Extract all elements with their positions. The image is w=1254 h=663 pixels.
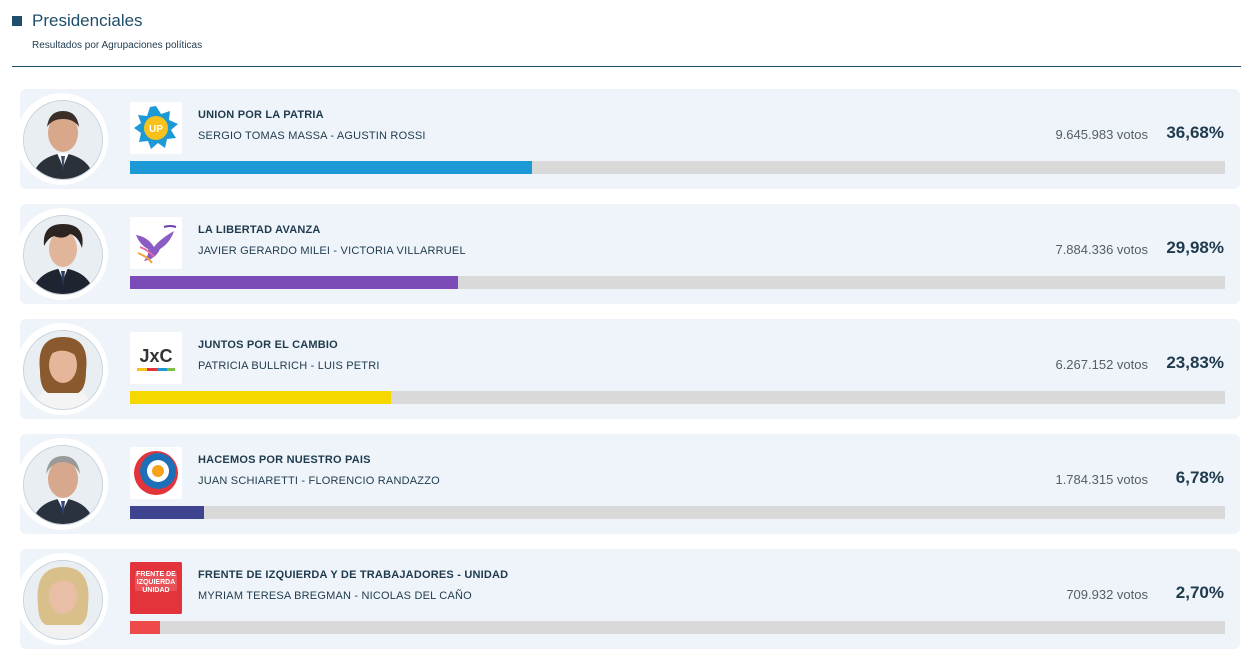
candidate-names: JAVIER GERARDO MILEI - VICTORIA VILLARRU…: [198, 245, 466, 257]
party-name: JUNTOS POR EL CAMBIO: [198, 339, 338, 351]
vote-count: 1.784.315 votos: [1055, 472, 1148, 487]
progress-bar-track: [130, 276, 1225, 289]
avatar-frame: [19, 441, 105, 527]
page-subtitle: Resultados por Agrupaciones políticas: [32, 40, 203, 51]
candidate-names: MYRIAM TERESA BREGMAN - NICOLAS DEL CAÑO: [198, 590, 472, 602]
candidate-names: PATRICIA BULLRICH - LUIS PETRI: [198, 360, 380, 372]
vote-percentage: 23,83%: [1166, 353, 1224, 372]
page-title: Presidenciales: [32, 11, 143, 30]
progress-bar-fill: [130, 276, 459, 289]
progress-bar-fill: [130, 506, 205, 519]
progress-bar-track: [130, 506, 1225, 519]
party-name: FRENTE DE IZQUIERDA Y DE TRABAJADORES - …: [198, 569, 509, 581]
vote-percentage: 6,78%: [1175, 468, 1224, 487]
candidate-avatar: [23, 330, 103, 410]
la-libertad-avanza-logo: [130, 217, 182, 269]
avatar-frame: [19, 556, 105, 642]
result-card[interactable]: FRENTE DE IZQUIERDA UNIDAD FRENTE DE IZQ…: [19, 549, 1240, 649]
candidate-avatar: [23, 560, 103, 640]
result-card[interactable]: UP UNION POR LA PATRIA SERGIO TOMAS MASS…: [19, 89, 1240, 189]
party-name: LA LIBERTAD AVANZA: [198, 224, 321, 236]
party-name: UNION POR LA PATRIA: [198, 109, 324, 121]
progress-bar-fill: [130, 391, 391, 404]
svg-text:JxC: JxC: [139, 346, 172, 366]
progress-bar-track: [130, 161, 1225, 174]
union-por-la-patria-logo: UP: [130, 102, 182, 154]
vote-percentage: 36,68%: [1166, 123, 1224, 142]
header-square-icon: [12, 16, 22, 26]
progress-bar-fill: [130, 621, 160, 634]
progress-bar-track: [130, 621, 1225, 634]
progress-bar-track: [130, 391, 1225, 404]
frente-de-izquierda-logo: FRENTE DE IZQUIERDA UNIDAD: [130, 562, 182, 614]
section-header: Presidenciales Resultados por Agrupacion…: [12, 10, 1241, 67]
vote-percentage: 2,70%: [1175, 583, 1224, 602]
avatar-frame: [19, 326, 105, 412]
candidate-names: SERGIO TOMAS MASSA - AGUSTIN ROSSI: [198, 130, 426, 142]
avatar-frame: [19, 96, 105, 182]
progress-bar-fill: [130, 161, 532, 174]
vote-count: 7.884.336 votos: [1055, 242, 1148, 257]
vote-percentage: 29,98%: [1166, 238, 1224, 257]
candidate-names: JUAN SCHIARETTI - FLORENCIO RANDAZZO: [198, 475, 440, 487]
candidate-avatar: [23, 215, 103, 295]
candidate-avatar: [23, 100, 103, 180]
svg-text:UP: UP: [149, 124, 163, 135]
vote-count: 709.932 votos: [1066, 587, 1148, 602]
avatar-frame: [19, 211, 105, 297]
party-name: HACEMOS POR NUESTRO PAIS: [198, 454, 371, 466]
vote-count: 9.645.983 votos: [1055, 127, 1148, 142]
hacemos-por-nuestro-pais-logo: [130, 447, 182, 499]
vote-count: 6.267.152 votos: [1055, 357, 1148, 372]
result-card[interactable]: LA LIBERTAD AVANZA JAVIER GERARDO MILEI …: [19, 204, 1240, 304]
candidate-avatar: [23, 445, 103, 525]
result-card[interactable]: HACEMOS POR NUESTRO PAIS JUAN SCHIARETTI…: [19, 434, 1240, 534]
result-card[interactable]: JxC JUNTOS POR EL CAMBIO PATRICIA BULLRI…: [19, 319, 1240, 419]
juntos-por-el-cambio-logo: JxC: [130, 332, 182, 384]
